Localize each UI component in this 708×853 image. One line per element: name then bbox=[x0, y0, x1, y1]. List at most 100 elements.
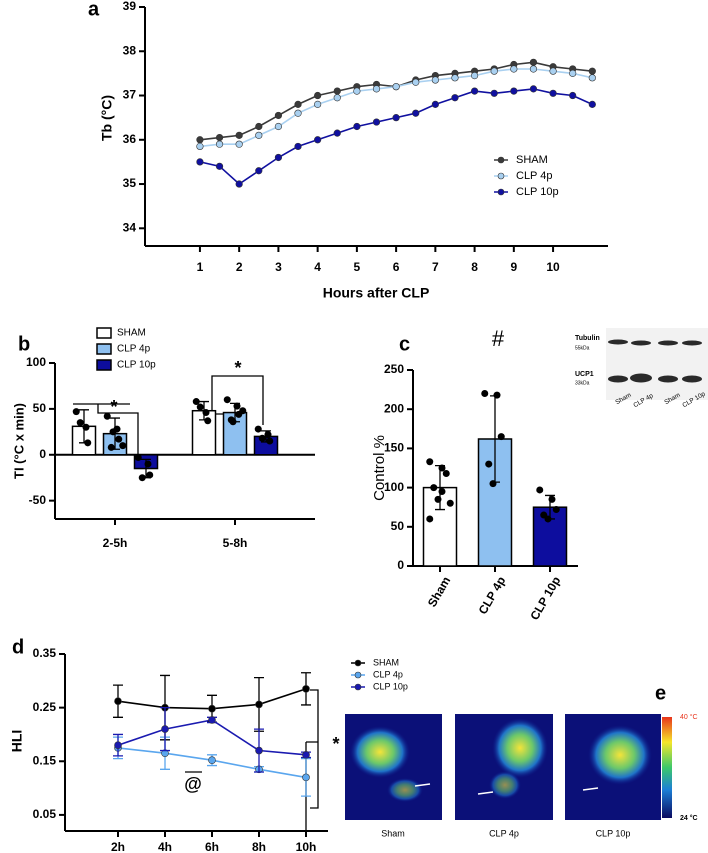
data-dot bbox=[82, 423, 90, 431]
x-tick-label: 4 bbox=[314, 260, 321, 274]
data-dot bbox=[497, 433, 505, 441]
x-tick-label: 6h bbox=[205, 840, 219, 853]
y-tick-label: 0.05 bbox=[33, 807, 57, 821]
data-dot bbox=[204, 417, 212, 425]
legend-marker bbox=[354, 671, 362, 679]
x-tick-label: CLP 10p bbox=[527, 574, 563, 622]
x-tick-label: 7 bbox=[432, 260, 439, 274]
data-point bbox=[302, 685, 310, 693]
data-point bbox=[215, 162, 224, 170]
y-tick-label: 39 bbox=[123, 0, 137, 13]
data-dot bbox=[438, 464, 446, 472]
data-point bbox=[392, 114, 400, 122]
data-point bbox=[549, 89, 557, 97]
blot-row-label: UCP1 bbox=[575, 371, 594, 378]
data-point bbox=[451, 94, 459, 102]
y-tick-label: 37 bbox=[123, 88, 137, 102]
data-dot bbox=[109, 428, 117, 436]
y-tick-label: 35 bbox=[123, 176, 137, 190]
data-point bbox=[235, 131, 243, 139]
data-point bbox=[294, 142, 302, 151]
y-tick-label: 50 bbox=[391, 519, 405, 533]
legend-label: CLP 4p bbox=[516, 170, 553, 182]
x-tick-label: 9 bbox=[510, 260, 517, 274]
data-point bbox=[196, 158, 204, 166]
data-point bbox=[274, 111, 283, 120]
legend-label: SHAM bbox=[373, 657, 399, 667]
data-point bbox=[412, 109, 420, 117]
x-tick-label: 6 bbox=[393, 260, 400, 274]
data-dot bbox=[493, 391, 501, 399]
x-tick-label: 5 bbox=[354, 260, 361, 274]
data-point bbox=[470, 72, 479, 80]
data-point bbox=[333, 94, 341, 102]
y-tick-label: 100 bbox=[384, 480, 404, 494]
panel-letter: a bbox=[88, 0, 100, 20]
x-tick-label: 8h bbox=[252, 840, 266, 853]
data-dot bbox=[254, 425, 262, 433]
data-dot bbox=[107, 443, 115, 451]
blot-row-size: 55kDa bbox=[575, 345, 590, 351]
data-point bbox=[470, 87, 479, 95]
data-point bbox=[412, 78, 420, 86]
y-tick-label: 0.35 bbox=[33, 646, 57, 660]
legend-swatch bbox=[96, 359, 112, 371]
y-tick-label: 36 bbox=[123, 132, 137, 146]
data-point bbox=[569, 91, 577, 100]
panel-letter: d bbox=[12, 636, 24, 658]
thermal-blob bbox=[489, 771, 521, 799]
data-dot bbox=[264, 431, 272, 439]
y-tick-label: 0.25 bbox=[33, 700, 57, 714]
data-dot bbox=[552, 506, 560, 514]
bracket bbox=[305, 689, 319, 830]
data-point bbox=[208, 716, 216, 724]
data-point bbox=[588, 100, 596, 108]
annotation: * bbox=[234, 358, 241, 378]
data-dot bbox=[426, 458, 434, 466]
data-dot bbox=[266, 437, 274, 445]
x-tick-label: CLP 4p bbox=[476, 574, 509, 617]
blot-image bbox=[606, 328, 708, 400]
legend-label: SHAM bbox=[516, 154, 548, 166]
arrow bbox=[477, 791, 494, 795]
data-dot bbox=[489, 480, 497, 488]
data-point bbox=[114, 697, 122, 706]
legend-swatch bbox=[96, 327, 112, 339]
y-tick-label: 0 bbox=[39, 447, 46, 461]
data-dot bbox=[239, 407, 247, 415]
annotation: * bbox=[110, 397, 117, 417]
data-dot bbox=[258, 434, 266, 442]
data-point bbox=[196, 142, 204, 151]
legend-label: CLP 10p bbox=[373, 681, 408, 691]
data-point bbox=[529, 58, 538, 66]
data-dot bbox=[481, 390, 489, 398]
data-dot bbox=[223, 396, 231, 404]
thermal-panel: e 40 °C 24 °C Sham CLP 4p CLP 10p bbox=[345, 682, 698, 838]
data-dot bbox=[72, 408, 80, 416]
data-dot bbox=[548, 495, 556, 503]
x-tick-label: 10h bbox=[296, 840, 317, 853]
x-tick-label: 10 bbox=[546, 260, 560, 274]
data-dot bbox=[446, 499, 454, 507]
data-point bbox=[294, 109, 302, 117]
y-axis-title: Control % bbox=[371, 435, 388, 501]
data-point bbox=[255, 746, 263, 755]
data-point bbox=[353, 87, 361, 95]
y-tick-label: 150 bbox=[384, 441, 404, 455]
legend-marker bbox=[497, 188, 505, 196]
data-dot bbox=[229, 418, 237, 426]
y-tick-label: 0 bbox=[397, 558, 404, 572]
data-point bbox=[372, 85, 381, 93]
thermal-blob bbox=[492, 718, 548, 778]
y-axis-title: TI (°C x min) bbox=[11, 403, 26, 479]
image-label: CLP 4p bbox=[489, 828, 519, 838]
data-point bbox=[314, 91, 322, 100]
data-point bbox=[588, 74, 596, 82]
data-dot bbox=[426, 515, 434, 523]
data-point bbox=[510, 65, 518, 73]
data-dot bbox=[119, 442, 127, 450]
data-point bbox=[333, 129, 341, 137]
legend-swatch bbox=[96, 343, 112, 355]
